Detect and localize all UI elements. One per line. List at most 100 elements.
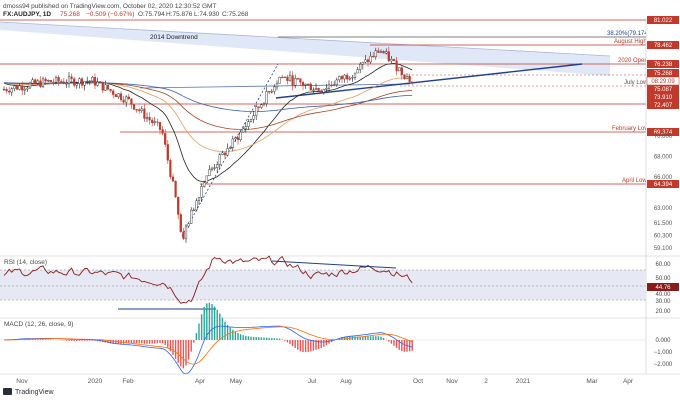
- candle-body: [8, 90, 11, 93]
- rsi-title: RSI (14, close): [4, 259, 47, 266]
- candle-body: [247, 121, 250, 127]
- candle-body: [65, 83, 68, 85]
- candle-body: [361, 61, 364, 65]
- july-low-trendline: [139, 83, 411, 89]
- candle-body: [174, 180, 177, 198]
- candle-body: [54, 77, 58, 83]
- candle-body: [140, 108, 143, 111]
- time-tick-label: Mar: [586, 378, 598, 385]
- rsi-current-badge: 44.76: [655, 285, 671, 291]
- macd-line: [3, 325, 413, 375]
- candle-body: [143, 108, 146, 119]
- candle-body: [31, 79, 34, 84]
- candle-body: [239, 131, 242, 141]
- candle-body: [369, 55, 372, 63]
- candle-body: [83, 81, 86, 86]
- candle-body: [260, 104, 263, 108]
- candle-body: [70, 76, 73, 79]
- downtrend-channel: [0, 22, 610, 76]
- candle-body: [135, 109, 138, 111]
- candle-body: [166, 144, 169, 161]
- badge-72: 72.407: [654, 103, 673, 109]
- candlestick-series: [2, 46, 414, 243]
- downtrend-upper-line: [0, 21, 611, 57]
- candle-body: [359, 64, 362, 70]
- candle-body: [265, 91, 268, 104]
- candle-body: [80, 78, 84, 86]
- candle-body: [177, 196, 180, 215]
- candle-body: [164, 133, 167, 145]
- candle-body: [75, 83, 78, 86]
- candle-body: [408, 76, 411, 82]
- time-tick-label: Jul: [308, 378, 317, 385]
- candle-body: [275, 83, 279, 88]
- candle-body: [205, 175, 208, 184]
- candle-body: [299, 78, 302, 83]
- candle-body: [88, 80, 91, 82]
- candle-body: [218, 154, 221, 165]
- candle-body: [161, 129, 164, 134]
- time-axis: Nov 2020 Feb Apr May Jul Aug Oct Nov 2 2021 Mar Apr: [16, 378, 634, 385]
- time-tick-label: Apr: [623, 378, 634, 385]
- april-low-label: April Low: [622, 178, 647, 184]
- candle-body: [73, 78, 76, 86]
- candle-body: [145, 117, 149, 119]
- macd-tick-2: −2.000: [654, 362, 673, 368]
- candle-body: [117, 93, 120, 98]
- time-tick-label: Nov: [446, 378, 458, 385]
- candle-body: [223, 152, 227, 156]
- candle-body: [327, 84, 331, 89]
- candle-body: [44, 78, 47, 82]
- price-axis-badges: 81.022 78.462 76.238 75.268 08:29:09 75.…: [646, 16, 680, 188]
- macd-axis: 0.000 −1.000 −2.000: [654, 338, 673, 368]
- candle-body: [379, 51, 383, 53]
- price-tick-label: 66.000: [654, 175, 673, 181]
- publisher-text: dmoss94 published on TradingView.com, Oc…: [3, 3, 216, 10]
- candle-body: [200, 186, 203, 198]
- candle-body: [400, 67, 403, 75]
- candle-body: [78, 78, 81, 84]
- rsi-divergence-line: [271, 260, 397, 269]
- rsi-tick-40: 40.00: [655, 292, 671, 298]
- rsi-tick-60: 60.00: [655, 262, 671, 268]
- rsi-tick-50: 50.00: [655, 276, 671, 282]
- candle-body: [411, 81, 414, 83]
- time-tick-label: May: [230, 378, 243, 385]
- badge-last: 75.268: [654, 71, 673, 77]
- badge-75: 75.087: [654, 87, 673, 93]
- candle-body: [317, 88, 320, 91]
- macd-histogram: [3, 302, 413, 369]
- candle-body: [348, 77, 351, 80]
- candle-body: [36, 80, 39, 84]
- candle-body: [21, 85, 24, 91]
- candle-body: [28, 82, 32, 89]
- august-high-label: August High: [614, 39, 647, 45]
- open-2020-label: 2020 Open: [618, 58, 648, 64]
- candle-body: [286, 76, 289, 81]
- candle-body: [96, 81, 99, 86]
- candle-body: [132, 104, 136, 110]
- candle-body: [130, 98, 133, 105]
- candle-body: [106, 84, 110, 90]
- candle-body: [304, 83, 307, 86]
- high-value: H:75.876: [166, 11, 193, 18]
- candle-body: [119, 93, 123, 101]
- price-tick-label: 60.300: [654, 234, 673, 240]
- candle-body: [244, 126, 247, 130]
- candle-body: [351, 77, 354, 79]
- time-tick-label: Nov: [16, 378, 28, 385]
- candle-body: [101, 81, 104, 91]
- candle-body: [208, 169, 211, 177]
- price-tick-label: 63.000: [654, 206, 673, 212]
- candle-body: [49, 80, 52, 83]
- candle-body: [252, 115, 255, 120]
- recovery-trajectory: [181, 63, 279, 237]
- badge-78: 78.462: [654, 43, 673, 49]
- macd-signal-line: [4, 326, 413, 365]
- candle-body: [398, 67, 401, 72]
- candle-body: [5, 89, 8, 92]
- time-tick-label: 2020: [88, 378, 103, 385]
- badge-81: 81.022: [654, 18, 673, 24]
- candle-body: [278, 76, 281, 84]
